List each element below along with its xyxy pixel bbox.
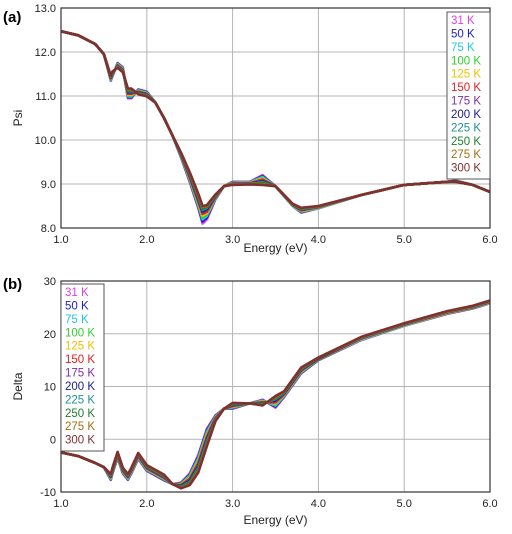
- panel-a-y-tick-label: 11.0: [35, 91, 56, 103]
- panel-a-label: (a): [3, 9, 21, 26]
- panel-a: 1.0 2.0 3.0 4.0 5.0 6.0 8.0 9.0 10.0 11.0 12.0 13.0…: [3, 3, 498, 255]
- panel-b-x-tick-label: 6.0: [482, 498, 497, 510]
- panel-a-legend-entry: 250 K: [451, 136, 481, 148]
- panel-a-y-tick-label: 8.0: [41, 223, 56, 235]
- panel-b-x-axis-label: Energy (eV): [243, 513, 307, 527]
- panel-a-legend-entry: 225 K: [451, 122, 481, 134]
- panel-b-legend-entry: 175 K: [65, 368, 95, 380]
- panel-b-legend-entry: 31 K: [65, 287, 89, 299]
- panel-b-legend-entry: 300 K: [65, 435, 95, 447]
- panel-a-series-300k: [61, 29, 490, 210]
- panel-a-legend-entry: 300 K: [451, 163, 481, 175]
- panel-a-y-tick-label: 10.0: [35, 135, 56, 147]
- panel-a-legend-entry: 75 K: [451, 42, 475, 54]
- panel-b-x-tick-label: 5.0: [397, 498, 412, 510]
- panel-a-y-tick-label: 9.0: [41, 179, 56, 191]
- panel-b-x-tick-label: 4.0: [311, 498, 326, 510]
- panel-a-x-tick-label: 4.0: [311, 234, 326, 246]
- panel-b-y-tick-label: 20: [44, 329, 56, 341]
- panel-a-legend-entry: 50 K: [451, 28, 475, 40]
- panel-b-legend-entry: 100 K: [65, 327, 95, 339]
- panel-a-x-axis-label: Energy (eV): [243, 241, 307, 255]
- panel-b-label: (b): [3, 276, 22, 293]
- panel-a-y-axis-label: Psi: [11, 110, 25, 127]
- panel-b-legend-entry: 275 K: [65, 421, 95, 433]
- panel-b-legend-entry: 225 K: [65, 394, 95, 406]
- panel-a-x-tick-label: 2.0: [139, 234, 154, 246]
- panel-b-legend-box: [60, 283, 105, 452]
- panel-b-y-tick-label: 30: [44, 276, 56, 288]
- panel-a-series-group: [61, 29, 490, 225]
- panel-b-x-tick-label: 2.0: [139, 498, 154, 510]
- panel-a-legend-entry: 275 K: [451, 149, 481, 161]
- panel-b-legend-entry: 75 K: [65, 314, 89, 326]
- panel-b-y-tick-label: -10: [40, 487, 56, 499]
- panel-a-legend-entry: 125 K: [451, 69, 481, 81]
- panel-b-y-axis-label: Delta: [11, 372, 25, 400]
- panel-b-x-tick-label: 3.0: [225, 498, 240, 510]
- panel-a-x-tick-label: 5.0: [397, 234, 412, 246]
- panel-b-legend-entry: 150 K: [65, 354, 95, 366]
- panel-a-y-tick-label: 13.0: [35, 3, 56, 15]
- panel-a-legend-entry: 100 K: [451, 55, 481, 67]
- panel-a-legend-box: [446, 11, 491, 180]
- panel-b-x-tick-label: 1.0: [53, 498, 68, 510]
- panel-b-series-group: [61, 299, 490, 490]
- panel-a-x-tick-label: 3.0: [225, 234, 240, 246]
- panel-a-y-tick-label: 12.0: [35, 47, 56, 59]
- panel-b-legend-entry: 200 K: [65, 381, 95, 393]
- panel-b-legend-entry: 250 K: [65, 408, 95, 420]
- panel-a-legend-entry: 31 K: [451, 15, 475, 27]
- panel-b: 1.0 2.0 3.0 4.0 5.0 6.0 -10 0 10 20 30 Energy (eV) D…: [3, 276, 498, 527]
- panel-b-y-tick-label: 10: [44, 382, 56, 394]
- panel-a-x-tick-label: 6.0: [482, 234, 497, 246]
- panel-b-legend-entry: 125 K: [65, 341, 95, 353]
- panel-b-legend-entry: 50 K: [65, 300, 89, 312]
- panel-a-legend-entry: 150 K: [451, 82, 481, 94]
- panel-a-legend-entry: 200 K: [451, 109, 481, 121]
- panel-a-legend-entry: 175 K: [451, 96, 481, 108]
- panel-a-x-tick-label: 1.0: [53, 234, 68, 246]
- panel-a-plot-area: [61, 8, 490, 228]
- panel-b-series-300k: [61, 299, 490, 490]
- panel-b-y-tick-label: 0: [50, 434, 56, 446]
